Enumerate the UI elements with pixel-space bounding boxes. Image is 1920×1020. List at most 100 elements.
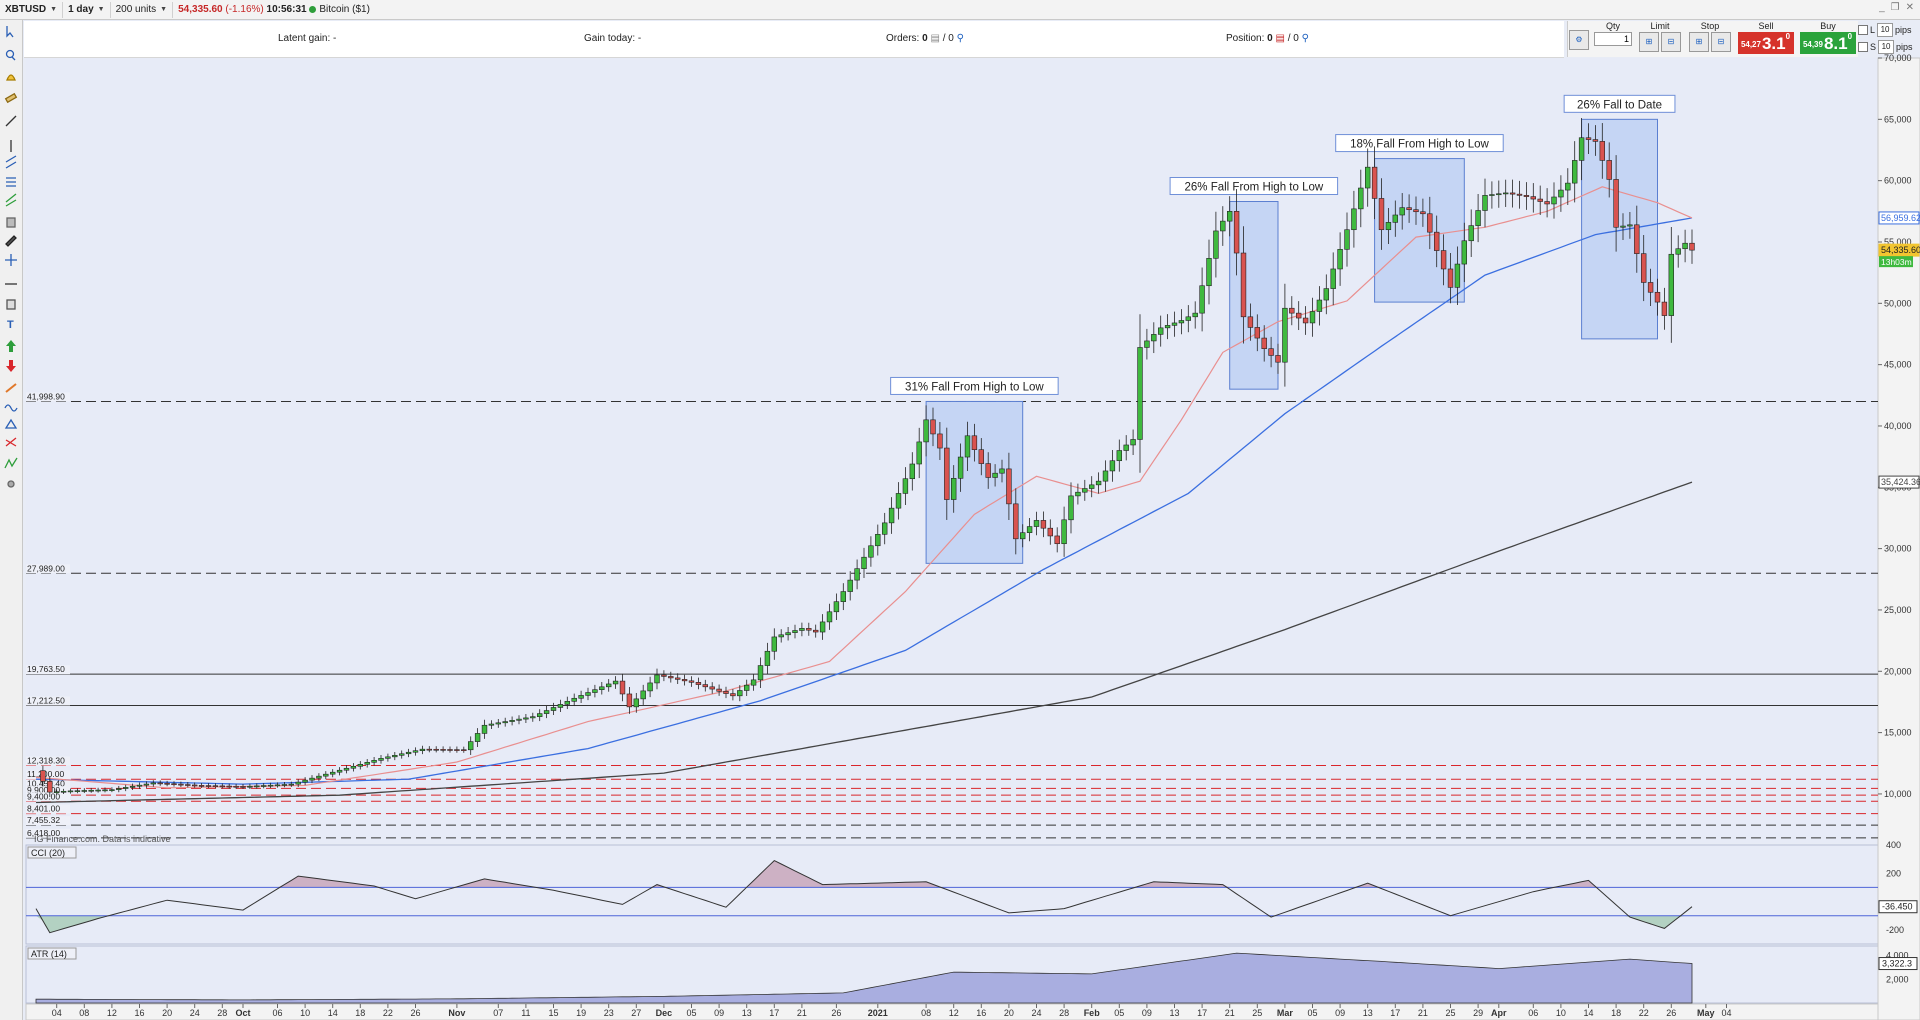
x-tick-label: 23 — [604, 1008, 614, 1018]
x-tick-label: 17 — [1390, 1008, 1400, 1018]
legend-sma20[interactable]: SMA (20) — [99, 60, 154, 73]
candle — [799, 622, 805, 637]
candle — [1427, 196, 1433, 250]
candle — [150, 780, 156, 787]
s-label: S — [1870, 41, 1877, 52]
candle-body — [1385, 222, 1392, 231]
position-close-icon[interactable]: ▤ — [1275, 33, 1285, 44]
candle — [1578, 118, 1585, 181]
candle — [619, 673, 626, 702]
stop-edit-icon[interactable]: ⊟ — [1711, 32, 1731, 52]
candle-body — [536, 713, 543, 717]
candle-body — [129, 785, 136, 788]
price-swatch — [62, 63, 69, 70]
candle-body — [67, 790, 74, 793]
candle — [668, 671, 674, 683]
stop-pips-input[interactable]: 10 — [1878, 39, 1895, 54]
legend-add-icon[interactable]: + — [42, 60, 56, 73]
position-label: Position: — [1226, 33, 1265, 44]
candle — [1089, 476, 1095, 498]
x-tick-label: 18 — [355, 1008, 365, 1018]
candle — [1627, 212, 1633, 239]
legend-sma50[interactable]: SMA (50) — [156, 60, 212, 73]
candle — [1040, 511, 1047, 538]
restore-icon[interactable]: ❐ — [1890, 2, 1900, 13]
sell-button[interactable]: 54,27 3.1 0 — [1738, 32, 1794, 54]
y-tick-label: 35,000 — [1884, 482, 1912, 492]
limit-pips-input[interactable]: 10 — [1877, 22, 1894, 37]
candle-body — [481, 724, 488, 734]
units-selector[interactable]: 200 units ▼ — [111, 1, 174, 18]
candle-body — [923, 419, 929, 443]
candle-body — [440, 749, 446, 751]
x-tick-label: 09 — [714, 1008, 724, 1018]
candle-body — [295, 781, 301, 785]
candle-body — [1323, 288, 1330, 301]
candle — [336, 767, 343, 776]
candle-body — [1434, 231, 1440, 251]
candle — [316, 773, 322, 782]
timeframe-selector[interactable]: 1 day ▼ — [63, 1, 111, 18]
trendline-icon — [5, 115, 17, 127]
candle — [1151, 322, 1157, 354]
candle-body — [1475, 210, 1481, 226]
legend-sma200[interactable]: SMA (200) — [214, 60, 274, 73]
candle-body — [895, 493, 902, 509]
candle — [129, 783, 136, 791]
limit-edit-icon[interactable]: ⊟ — [1661, 32, 1681, 52]
atr-label: ATR (14) — [31, 949, 67, 959]
candle-body — [357, 763, 363, 767]
settings-icon[interactable]: ⚙ — [1569, 30, 1589, 50]
limit-add-icon[interactable]: ⊞ — [1639, 32, 1659, 52]
price-marker-label: 35,424.36 — [1881, 477, 1920, 487]
legend-price[interactable]: Price — [58, 60, 97, 73]
x-tick-label: 17 — [769, 1008, 779, 1018]
stop-add-icon[interactable]: ⊞ — [1689, 32, 1709, 52]
x-tick-label: Apr — [1491, 1008, 1507, 1018]
drawing-toolbar: T — [0, 20, 23, 1020]
legend-collapse-icon[interactable]: + — [26, 60, 40, 73]
candle-body — [1365, 166, 1371, 189]
candle-body — [702, 684, 709, 688]
symbol-selector[interactable]: XBTUSD ▼ — [0, 1, 64, 18]
candle-body — [1447, 268, 1454, 288]
candle-body — [1316, 299, 1323, 312]
orders-search-icon[interactable]: ⚲ — [956, 33, 964, 44]
candle — [288, 781, 294, 787]
candle — [109, 787, 115, 793]
orders-value: 0 — [922, 33, 928, 44]
qty-input[interactable] — [1594, 32, 1632, 46]
candle-body — [1206, 258, 1212, 287]
candle-body — [398, 753, 405, 756]
units-label: 200 units — [115, 4, 157, 15]
candle — [1503, 179, 1509, 207]
candle — [523, 714, 529, 724]
stop-checkbox[interactable] — [1858, 41, 1868, 52]
candle-body — [254, 785, 260, 788]
annotation-label-box — [1563, 94, 1676, 113]
candle-body — [757, 665, 764, 681]
candle — [95, 787, 101, 793]
level-label-bg — [26, 792, 70, 802]
orders-list-icon[interactable]: ▤ — [930, 33, 940, 44]
limit-checkbox[interactable] — [1858, 24, 1868, 35]
ruler-icon — [4, 92, 18, 104]
close-icon[interactable]: ✕ — [1905, 2, 1914, 13]
minimize-icon[interactable]: _ — [1879, 2, 1885, 13]
position-search-icon[interactable]: ⚲ — [1301, 33, 1309, 44]
candle-body — [47, 781, 53, 793]
candle — [398, 750, 405, 759]
candle — [888, 497, 895, 534]
x-tick-label: 16 — [134, 1008, 144, 1018]
buy-button[interactable]: 54,39 8.1 0 — [1800, 32, 1856, 54]
candle — [792, 624, 798, 639]
candle-body — [88, 789, 94, 792]
candle-body — [778, 634, 784, 638]
x-tick-label: 12 — [949, 1008, 959, 1018]
candle-body — [274, 784, 281, 787]
candle — [819, 614, 826, 640]
candle — [1551, 182, 1557, 219]
candle-body — [1565, 182, 1571, 191]
annotation-label-box — [890, 376, 1059, 395]
